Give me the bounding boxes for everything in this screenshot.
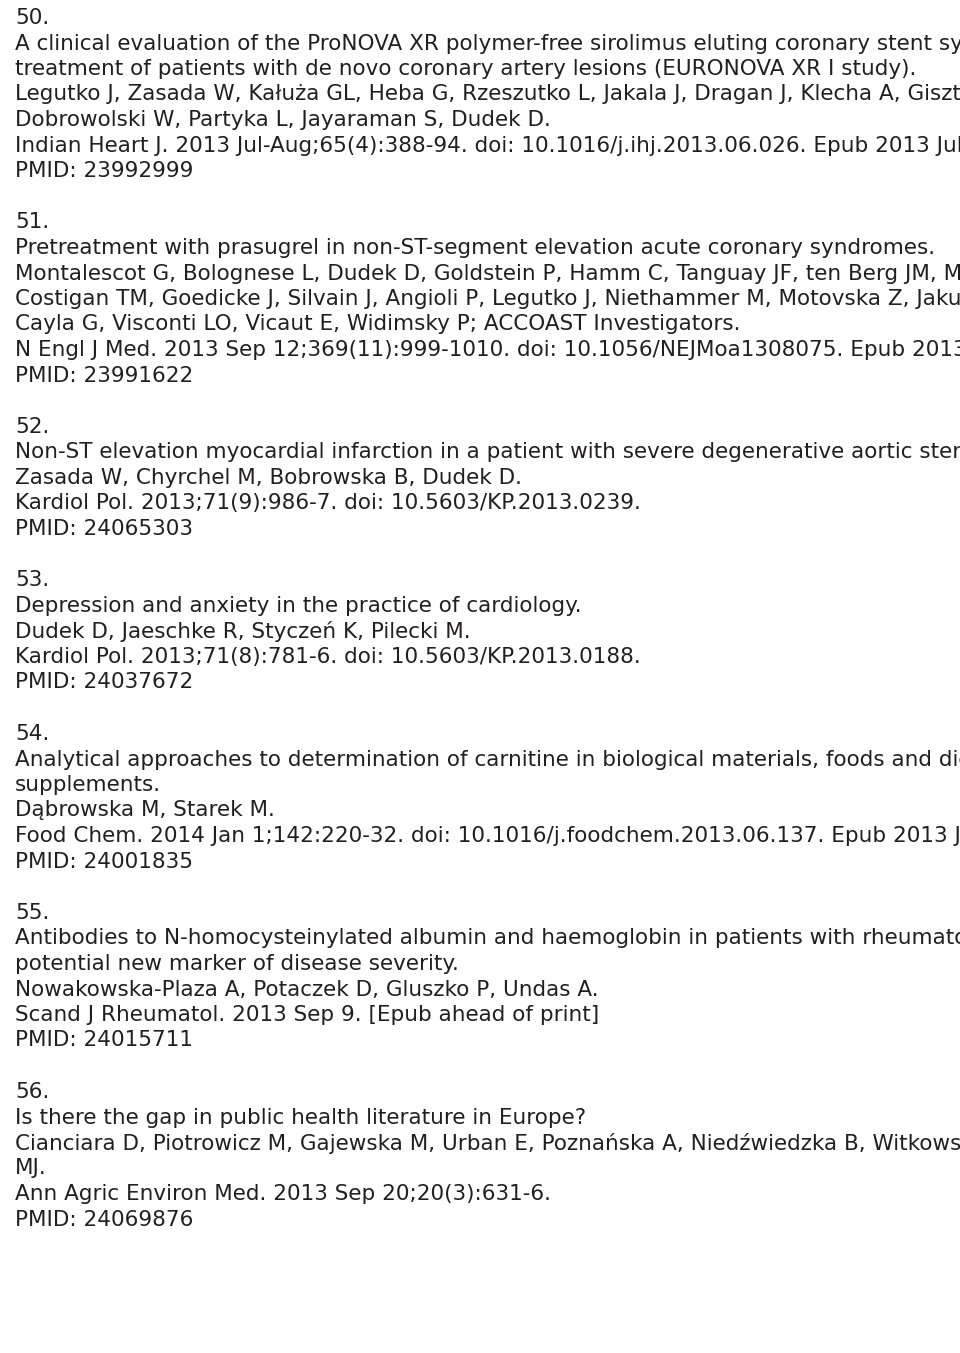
Text: Kardiol Pol. 2013;71(9):986-7. doi: 10.5603/KP.2013.0239.: Kardiol Pol. 2013;71(9):986-7. doi: 10.5… xyxy=(15,494,641,514)
Text: PMID: 23991622: PMID: 23991622 xyxy=(15,365,193,386)
Text: Scand J Rheumatol. 2013 Sep 9. [Epub ahead of print]: Scand J Rheumatol. 2013 Sep 9. [Epub ahe… xyxy=(15,1005,599,1026)
Text: Legutko J, Zasada W, Kałuża GL, Heba G, Rzeszutko L, Jakala J, Dragan J, Klecha : Legutko J, Zasada W, Kałuża GL, Heba G, … xyxy=(15,84,960,104)
Text: PMID: 24001835: PMID: 24001835 xyxy=(15,851,193,871)
Text: treatment of patients with de novo coronary artery lesions (EURONOVA XR I study): treatment of patients with de novo coron… xyxy=(15,60,917,78)
Text: Ann Agric Environ Med. 2013 Sep 20;20(3):631-6.: Ann Agric Environ Med. 2013 Sep 20;20(3)… xyxy=(15,1184,551,1204)
Text: 53.: 53. xyxy=(15,571,49,590)
Text: potential new marker of disease severity.: potential new marker of disease severity… xyxy=(15,954,459,974)
Text: Costigan TM, Goedicke J, Silvain J, Angioli P, Legutko J, Niethammer M, Motovska: Costigan TM, Goedicke J, Silvain J, Angi… xyxy=(15,290,960,308)
Text: Kardiol Pol. 2013;71(8):781-6. doi: 10.5603/KP.2013.0188.: Kardiol Pol. 2013;71(8):781-6. doi: 10.5… xyxy=(15,647,640,667)
Text: Dobrowolski W, Partyka L, Jayaraman S, Dudek D.: Dobrowolski W, Partyka L, Jayaraman S, D… xyxy=(15,110,551,130)
Text: Is there the gap in public health literature in Europe?: Is there the gap in public health litera… xyxy=(15,1108,587,1127)
Text: Zasada W, Chyrchel M, Bobrowska B, Dudek D.: Zasada W, Chyrchel M, Bobrowska B, Dudek… xyxy=(15,468,522,488)
Text: PMID: 24037672: PMID: 24037672 xyxy=(15,672,193,693)
Text: Non-ST elevation myocardial infarction in a patient with severe degenerative aor: Non-ST elevation myocardial infarction i… xyxy=(15,442,960,463)
Text: 54.: 54. xyxy=(15,724,49,744)
Text: Cayla G, Visconti LO, Vicaut E, Widimsky P; ACCOAST Investigators.: Cayla G, Visconti LO, Vicaut E, Widimsky… xyxy=(15,314,740,334)
Text: 56.: 56. xyxy=(15,1082,49,1101)
Text: 52.: 52. xyxy=(15,417,49,437)
Text: Food Chem. 2014 Jan 1;142:220-32. doi: 10.1016/j.foodchem.2013.06.137. Epub 2013: Food Chem. 2014 Jan 1;142:220-32. doi: 1… xyxy=(15,825,960,846)
Text: 55.: 55. xyxy=(15,902,49,923)
Text: Nowakowska-Plaza A, Potaczek D, Gluszko P, Undas A.: Nowakowska-Plaza A, Potaczek D, Gluszko … xyxy=(15,980,599,1000)
Text: Dudek D, Jaeschke R, Styczeń K, Pilecki M.: Dudek D, Jaeschke R, Styczeń K, Pilecki … xyxy=(15,621,470,643)
Text: Depression and anxiety in the practice of cardiology.: Depression and anxiety in the practice o… xyxy=(15,597,582,616)
Text: A clinical evaluation of the ProNOVA XR polymer-free sirolimus eluting coronary : A clinical evaluation of the ProNOVA XR … xyxy=(15,34,960,54)
Text: PMID: 24015711: PMID: 24015711 xyxy=(15,1031,193,1050)
Text: PMID: 24069876: PMID: 24069876 xyxy=(15,1210,193,1230)
Text: Analytical approaches to determination of carnitine in biological materials, foo: Analytical approaches to determination o… xyxy=(15,750,960,770)
Text: MJ.: MJ. xyxy=(15,1158,47,1178)
Text: Pretreatment with prasugrel in non-ST-segment elevation acute coronary syndromes: Pretreatment with prasugrel in non-ST-se… xyxy=(15,238,935,258)
Text: Cianciara D, Piotrowicz M, Gajewska M, Urban E, Poznańska A, Niedźwiedzka B, Wit: Cianciara D, Piotrowicz M, Gajewska M, U… xyxy=(15,1132,960,1154)
Text: Dąbrowska M, Starek M.: Dąbrowska M, Starek M. xyxy=(15,801,275,820)
Text: 51.: 51. xyxy=(15,212,49,233)
Text: PMID: 23992999: PMID: 23992999 xyxy=(15,161,193,181)
Text: Montalescot G, Bolognese L, Dudek D, Goldstein P, Hamm C, Tanguay JF, ten Berg J: Montalescot G, Bolognese L, Dudek D, Gol… xyxy=(15,264,960,284)
Text: Indian Heart J. 2013 Jul-Aug;65(4):388-94. doi: 10.1016/j.ihj.2013.06.026. Epub : Indian Heart J. 2013 Jul-Aug;65(4):388-9… xyxy=(15,135,960,156)
Text: 50.: 50. xyxy=(15,8,49,28)
Text: Antibodies to N-homocysteinylated albumin and haemoglobin in patients with rheum: Antibodies to N-homocysteinylated albumi… xyxy=(15,928,960,948)
Text: supplements.: supplements. xyxy=(15,775,161,796)
Text: N Engl J Med. 2013 Sep 12;369(11):999-1010. doi: 10.1056/NEJMoa1308075. Epub 201: N Engl J Med. 2013 Sep 12;369(11):999-10… xyxy=(15,340,960,360)
Text: PMID: 24065303: PMID: 24065303 xyxy=(15,520,193,538)
